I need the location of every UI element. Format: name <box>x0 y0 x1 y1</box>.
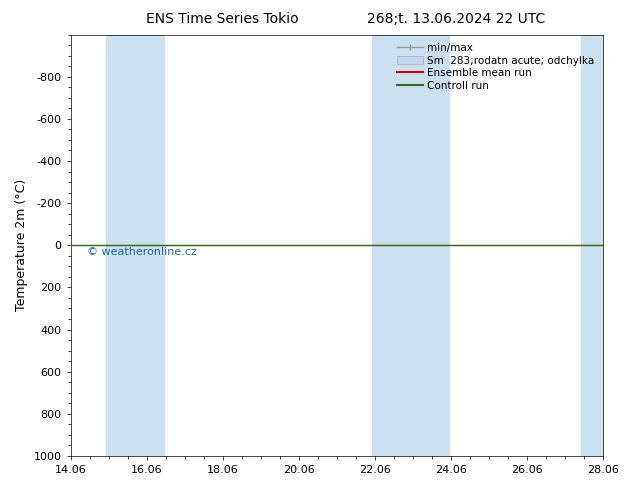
Text: © weatheronline.cz: © weatheronline.cz <box>87 246 197 257</box>
Bar <box>106 35 164 456</box>
Y-axis label: Temperature 2m (°C): Temperature 2m (°C) <box>15 179 28 312</box>
Legend: min/max, Sm  283;rodatn acute; odchylka, Ensemble mean run, Controll run: min/max, Sm 283;rodatn acute; odchylka, … <box>394 40 598 94</box>
Text: ENS Time Series Tokio: ENS Time Series Tokio <box>146 12 298 26</box>
Text: 268;t. 13.06.2024 22 UTC: 268;t. 13.06.2024 22 UTC <box>367 12 546 26</box>
Bar <box>581 35 604 456</box>
Bar <box>372 35 450 456</box>
